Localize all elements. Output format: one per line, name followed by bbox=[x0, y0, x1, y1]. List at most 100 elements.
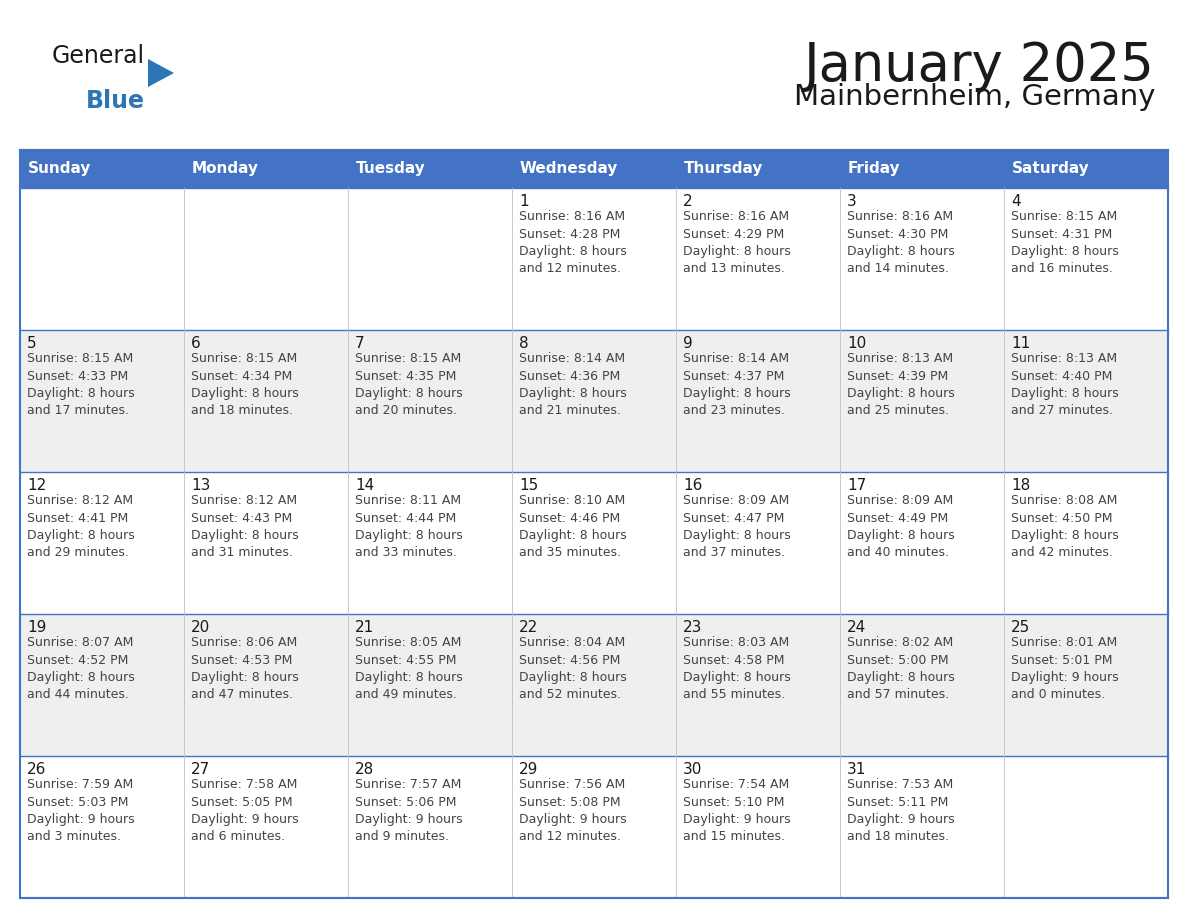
Bar bbox=[20, 756, 184, 898]
Text: 24: 24 bbox=[847, 620, 866, 635]
Text: Wednesday: Wednesday bbox=[520, 162, 619, 176]
Text: 8: 8 bbox=[519, 336, 529, 351]
Text: Friday: Friday bbox=[848, 162, 901, 176]
Bar bbox=[20, 150, 1168, 188]
Text: Sunrise: 8:12 AM
Sunset: 4:41 PM
Daylight: 8 hours
and 29 minutes.: Sunrise: 8:12 AM Sunset: 4:41 PM Dayligh… bbox=[27, 494, 134, 559]
Text: 4: 4 bbox=[1011, 194, 1020, 209]
Text: 15: 15 bbox=[519, 478, 538, 493]
Bar bbox=[676, 472, 840, 614]
Text: Sunrise: 8:15 AM
Sunset: 4:34 PM
Daylight: 8 hours
and 18 minutes.: Sunrise: 8:15 AM Sunset: 4:34 PM Dayligh… bbox=[191, 352, 298, 418]
Bar bbox=[348, 188, 512, 330]
Text: Blue: Blue bbox=[86, 89, 145, 113]
Text: Sunrise: 8:13 AM
Sunset: 4:39 PM
Daylight: 8 hours
and 25 minutes.: Sunrise: 8:13 AM Sunset: 4:39 PM Dayligh… bbox=[847, 352, 955, 418]
Bar bbox=[676, 756, 840, 898]
Bar bbox=[512, 614, 676, 756]
Text: 27: 27 bbox=[191, 762, 210, 777]
Text: Sunrise: 8:15 AM
Sunset: 4:35 PM
Daylight: 8 hours
and 20 minutes.: Sunrise: 8:15 AM Sunset: 4:35 PM Dayligh… bbox=[355, 352, 463, 418]
Text: Sunrise: 7:53 AM
Sunset: 5:11 PM
Daylight: 9 hours
and 18 minutes.: Sunrise: 7:53 AM Sunset: 5:11 PM Dayligh… bbox=[847, 778, 955, 844]
Bar bbox=[348, 330, 512, 472]
Text: Tuesday: Tuesday bbox=[356, 162, 425, 176]
Text: Sunrise: 8:09 AM
Sunset: 4:49 PM
Daylight: 8 hours
and 40 minutes.: Sunrise: 8:09 AM Sunset: 4:49 PM Dayligh… bbox=[847, 494, 955, 559]
Bar bbox=[1004, 330, 1168, 472]
Text: 11: 11 bbox=[1011, 336, 1030, 351]
Text: 12: 12 bbox=[27, 478, 46, 493]
Bar bbox=[348, 614, 512, 756]
Bar bbox=[676, 188, 840, 330]
Text: Sunrise: 8:14 AM
Sunset: 4:36 PM
Daylight: 8 hours
and 21 minutes.: Sunrise: 8:14 AM Sunset: 4:36 PM Dayligh… bbox=[519, 352, 627, 418]
Bar bbox=[1004, 614, 1168, 756]
Bar bbox=[184, 188, 348, 330]
Bar bbox=[840, 188, 1004, 330]
Text: 13: 13 bbox=[191, 478, 210, 493]
Text: Sunrise: 8:06 AM
Sunset: 4:53 PM
Daylight: 8 hours
and 47 minutes.: Sunrise: 8:06 AM Sunset: 4:53 PM Dayligh… bbox=[191, 636, 298, 701]
Bar bbox=[20, 188, 184, 330]
Text: Sunrise: 8:03 AM
Sunset: 4:58 PM
Daylight: 8 hours
and 55 minutes.: Sunrise: 8:03 AM Sunset: 4:58 PM Dayligh… bbox=[683, 636, 791, 701]
Polygon shape bbox=[148, 59, 173, 87]
Text: Sunday: Sunday bbox=[29, 162, 91, 176]
Text: Sunrise: 8:16 AM
Sunset: 4:29 PM
Daylight: 8 hours
and 13 minutes.: Sunrise: 8:16 AM Sunset: 4:29 PM Dayligh… bbox=[683, 210, 791, 275]
Text: Sunrise: 8:11 AM
Sunset: 4:44 PM
Daylight: 8 hours
and 33 minutes.: Sunrise: 8:11 AM Sunset: 4:44 PM Dayligh… bbox=[355, 494, 463, 559]
Text: 16: 16 bbox=[683, 478, 702, 493]
Bar bbox=[676, 614, 840, 756]
Text: Sunrise: 7:58 AM
Sunset: 5:05 PM
Daylight: 9 hours
and 6 minutes.: Sunrise: 7:58 AM Sunset: 5:05 PM Dayligh… bbox=[191, 778, 298, 844]
Text: Sunrise: 8:08 AM
Sunset: 4:50 PM
Daylight: 8 hours
and 42 minutes.: Sunrise: 8:08 AM Sunset: 4:50 PM Dayligh… bbox=[1011, 494, 1119, 559]
Text: 17: 17 bbox=[847, 478, 866, 493]
Bar bbox=[184, 472, 348, 614]
Text: 26: 26 bbox=[27, 762, 46, 777]
Bar bbox=[348, 472, 512, 614]
Bar bbox=[1004, 188, 1168, 330]
Text: Sunrise: 7:54 AM
Sunset: 5:10 PM
Daylight: 9 hours
and 15 minutes.: Sunrise: 7:54 AM Sunset: 5:10 PM Dayligh… bbox=[683, 778, 791, 844]
Text: 22: 22 bbox=[519, 620, 538, 635]
Text: 2: 2 bbox=[683, 194, 693, 209]
Text: 18: 18 bbox=[1011, 478, 1030, 493]
Bar bbox=[512, 472, 676, 614]
Text: 21: 21 bbox=[355, 620, 374, 635]
Bar bbox=[840, 330, 1004, 472]
Text: 19: 19 bbox=[27, 620, 46, 635]
Text: Sunrise: 8:15 AM
Sunset: 4:31 PM
Daylight: 8 hours
and 16 minutes.: Sunrise: 8:15 AM Sunset: 4:31 PM Dayligh… bbox=[1011, 210, 1119, 275]
Bar bbox=[512, 188, 676, 330]
Text: 7: 7 bbox=[355, 336, 365, 351]
Bar bbox=[20, 614, 184, 756]
Text: Sunrise: 8:10 AM
Sunset: 4:46 PM
Daylight: 8 hours
and 35 minutes.: Sunrise: 8:10 AM Sunset: 4:46 PM Dayligh… bbox=[519, 494, 627, 559]
Text: 14: 14 bbox=[355, 478, 374, 493]
Bar bbox=[348, 756, 512, 898]
Text: Sunrise: 7:56 AM
Sunset: 5:08 PM
Daylight: 9 hours
and 12 minutes.: Sunrise: 7:56 AM Sunset: 5:08 PM Dayligh… bbox=[519, 778, 626, 844]
Bar bbox=[20, 150, 1168, 898]
Text: Saturday: Saturday bbox=[1012, 162, 1089, 176]
Text: 31: 31 bbox=[847, 762, 866, 777]
Text: Sunrise: 8:09 AM
Sunset: 4:47 PM
Daylight: 8 hours
and 37 minutes.: Sunrise: 8:09 AM Sunset: 4:47 PM Dayligh… bbox=[683, 494, 791, 559]
Bar bbox=[512, 756, 676, 898]
Text: 28: 28 bbox=[355, 762, 374, 777]
Bar bbox=[840, 472, 1004, 614]
Bar bbox=[512, 330, 676, 472]
Text: Sunrise: 8:02 AM
Sunset: 5:00 PM
Daylight: 8 hours
and 57 minutes.: Sunrise: 8:02 AM Sunset: 5:00 PM Dayligh… bbox=[847, 636, 955, 701]
Bar bbox=[20, 330, 184, 472]
Text: Sunrise: 7:57 AM
Sunset: 5:06 PM
Daylight: 9 hours
and 9 minutes.: Sunrise: 7:57 AM Sunset: 5:06 PM Dayligh… bbox=[355, 778, 462, 844]
Bar bbox=[1004, 756, 1168, 898]
Text: 10: 10 bbox=[847, 336, 866, 351]
Text: 6: 6 bbox=[191, 336, 201, 351]
Bar bbox=[20, 472, 184, 614]
Text: 29: 29 bbox=[519, 762, 538, 777]
Text: Sunrise: 8:14 AM
Sunset: 4:37 PM
Daylight: 8 hours
and 23 minutes.: Sunrise: 8:14 AM Sunset: 4:37 PM Dayligh… bbox=[683, 352, 791, 418]
Bar bbox=[1004, 472, 1168, 614]
Text: 25: 25 bbox=[1011, 620, 1030, 635]
Text: Sunrise: 8:16 AM
Sunset: 4:28 PM
Daylight: 8 hours
and 12 minutes.: Sunrise: 8:16 AM Sunset: 4:28 PM Dayligh… bbox=[519, 210, 627, 275]
Text: Sunrise: 8:07 AM
Sunset: 4:52 PM
Daylight: 8 hours
and 44 minutes.: Sunrise: 8:07 AM Sunset: 4:52 PM Dayligh… bbox=[27, 636, 134, 701]
Text: Sunrise: 8:16 AM
Sunset: 4:30 PM
Daylight: 8 hours
and 14 minutes.: Sunrise: 8:16 AM Sunset: 4:30 PM Dayligh… bbox=[847, 210, 955, 275]
Text: January 2025: January 2025 bbox=[804, 40, 1155, 92]
Text: Mainbernheim, Germany: Mainbernheim, Germany bbox=[794, 83, 1155, 111]
Text: Monday: Monday bbox=[192, 162, 259, 176]
Text: 1: 1 bbox=[519, 194, 529, 209]
Bar bbox=[184, 756, 348, 898]
Text: 5: 5 bbox=[27, 336, 37, 351]
Bar bbox=[840, 614, 1004, 756]
Text: 23: 23 bbox=[683, 620, 702, 635]
Text: Sunrise: 8:12 AM
Sunset: 4:43 PM
Daylight: 8 hours
and 31 minutes.: Sunrise: 8:12 AM Sunset: 4:43 PM Dayligh… bbox=[191, 494, 298, 559]
Bar bbox=[676, 330, 840, 472]
Text: 20: 20 bbox=[191, 620, 210, 635]
Text: Sunrise: 8:15 AM
Sunset: 4:33 PM
Daylight: 8 hours
and 17 minutes.: Sunrise: 8:15 AM Sunset: 4:33 PM Dayligh… bbox=[27, 352, 134, 418]
Bar bbox=[184, 614, 348, 756]
Bar bbox=[840, 756, 1004, 898]
